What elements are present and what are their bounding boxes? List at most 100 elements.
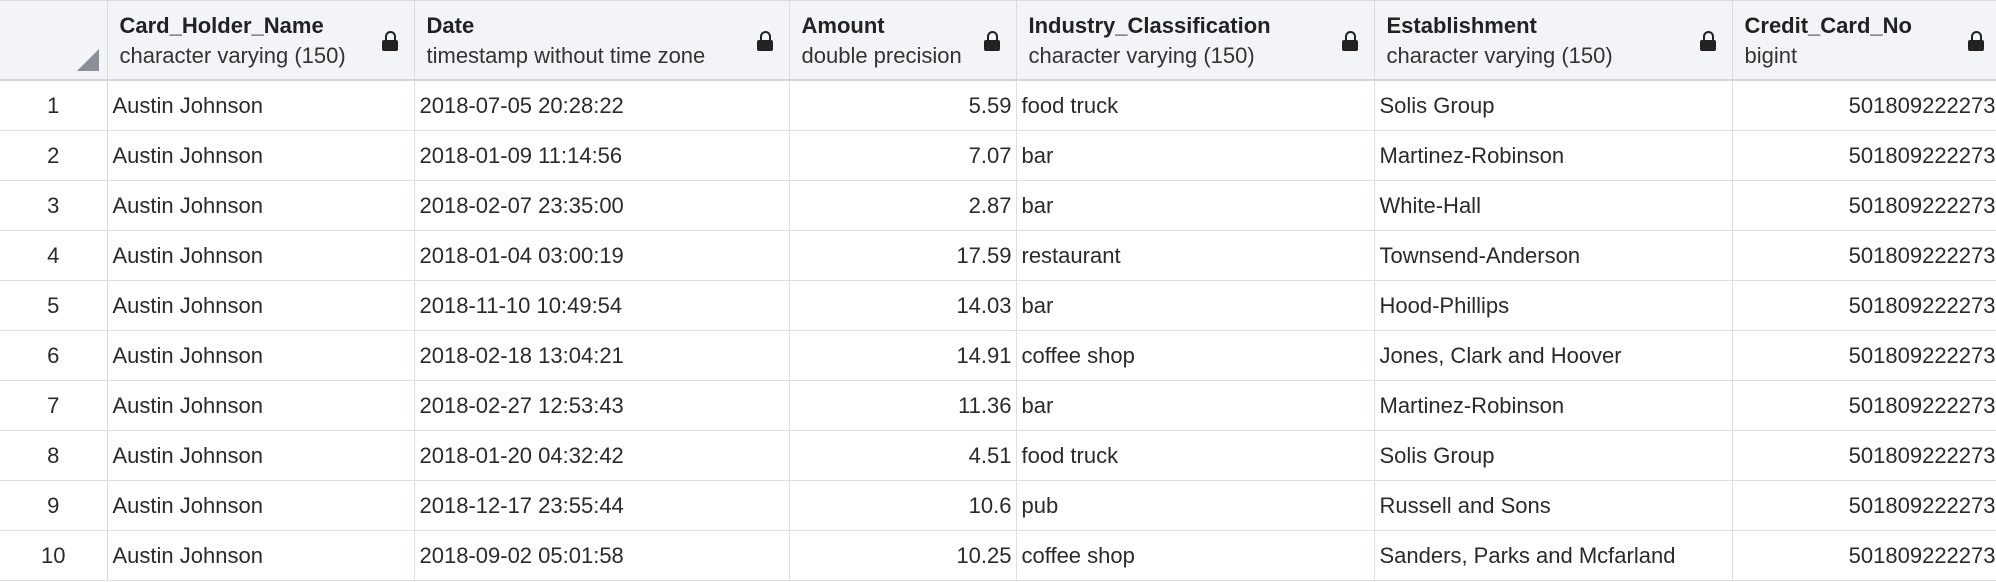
table-row[interactable]: 5 Austin Johnson 2018-11-10 10:49:54 14.… xyxy=(0,280,1996,331)
row-index[interactable]: 4 xyxy=(0,230,108,281)
row-index[interactable]: 3 xyxy=(0,180,108,231)
cell-amount[interactable]: 11.36 xyxy=(789,380,1017,431)
lock-icon xyxy=(1699,31,1716,51)
cell-card-holder-name[interactable]: Austin Johnson xyxy=(107,380,415,431)
cell-date[interactable]: 2018-12-17 23:55:44 xyxy=(414,480,790,531)
table-body: 1 Austin Johnson 2018-07-05 20:28:22 5.5… xyxy=(0,80,1996,581)
cell-credit-card-no[interactable]: 501809222273 xyxy=(1732,280,1996,331)
cell-amount[interactable]: 4.51 xyxy=(789,430,1017,481)
table-row[interactable]: 10 Austin Johnson 2018-09-02 05:01:58 10… xyxy=(0,530,1996,581)
table-row[interactable]: 2 Austin Johnson 2018-01-09 11:14:56 7.0… xyxy=(0,130,1996,181)
cell-date[interactable]: 2018-01-04 03:00:19 xyxy=(414,230,790,281)
corner-triangle-icon[interactable] xyxy=(76,49,99,71)
cell-credit-card-no[interactable]: 501809222273 xyxy=(1732,130,1996,181)
column-type: bigint xyxy=(1744,43,1798,68)
cell-card-holder-name[interactable]: Austin Johnson xyxy=(107,180,415,231)
cell-industry-classification[interactable]: bar xyxy=(1016,180,1375,231)
cell-credit-card-no[interactable]: 501809222273 xyxy=(1732,180,1996,231)
select-all-corner[interactable] xyxy=(0,0,108,81)
cell-amount[interactable]: 10.6 xyxy=(789,480,1017,531)
column-name: Card_Holder_Name xyxy=(119,13,324,38)
column-name: Establishment xyxy=(1386,13,1537,38)
column-header-credit-card-no[interactable]: Credit_Card_No bigint xyxy=(1732,0,1996,81)
cell-establishment[interactable]: Solis Group xyxy=(1374,80,1733,131)
column-header-industry-classification[interactable]: Industry_Classification character varyin… xyxy=(1016,0,1375,81)
cell-card-holder-name[interactable]: Austin Johnson xyxy=(107,430,415,481)
cell-amount[interactable]: 14.91 xyxy=(789,330,1017,381)
cell-establishment[interactable]: Martinez-Robinson xyxy=(1374,130,1733,181)
cell-establishment[interactable]: Hood-Phillips xyxy=(1374,280,1733,331)
cell-establishment[interactable]: Solis Group xyxy=(1374,430,1733,481)
row-index[interactable]: 6 xyxy=(0,330,108,381)
cell-industry-classification[interactable]: food truck xyxy=(1016,430,1375,481)
row-index[interactable]: 1 xyxy=(0,80,108,131)
cell-date[interactable]: 2018-01-09 11:14:56 xyxy=(414,130,790,181)
row-index[interactable]: 7 xyxy=(0,380,108,431)
cell-date[interactable]: 2018-09-02 05:01:58 xyxy=(414,530,790,581)
cell-card-holder-name[interactable]: Austin Johnson xyxy=(107,80,415,131)
cell-amount[interactable]: 5.59 xyxy=(789,80,1017,131)
table-row[interactable]: 1 Austin Johnson 2018-07-05 20:28:22 5.5… xyxy=(0,80,1996,131)
cell-amount[interactable]: 7.07 xyxy=(789,130,1017,181)
column-type: character varying (150) xyxy=(1386,43,1613,68)
column-header-card-holder-name[interactable]: Card_Holder_Name character varying (150) xyxy=(107,0,415,81)
cell-credit-card-no[interactable]: 501809222273 xyxy=(1732,330,1996,381)
cell-card-holder-name[interactable]: Austin Johnson xyxy=(107,130,415,181)
column-name: Industry_Classification xyxy=(1028,13,1271,38)
cell-industry-classification[interactable]: restaurant xyxy=(1016,230,1375,281)
table-row[interactable]: 4 Austin Johnson 2018-01-04 03:00:19 17.… xyxy=(0,230,1996,281)
cell-credit-card-no[interactable]: 501809222273 xyxy=(1732,530,1996,581)
cell-date[interactable]: 2018-02-27 12:53:43 xyxy=(414,380,790,431)
column-header-amount[interactable]: Amount double precision xyxy=(789,0,1017,81)
cell-amount[interactable]: 10.25 xyxy=(789,530,1017,581)
cell-card-holder-name[interactable]: Austin Johnson xyxy=(107,530,415,581)
cell-establishment[interactable]: Martinez-Robinson xyxy=(1374,380,1733,431)
cell-credit-card-no[interactable]: 501809222273 xyxy=(1732,480,1996,531)
cell-credit-card-no[interactable]: 501809222273 xyxy=(1732,230,1996,281)
row-index[interactable]: 2 xyxy=(0,130,108,181)
table-row[interactable]: 6 Austin Johnson 2018-02-18 13:04:21 14.… xyxy=(0,330,1996,381)
cell-date[interactable]: 2018-01-20 04:32:42 xyxy=(414,430,790,481)
column-header-date[interactable]: Date timestamp without time zone xyxy=(414,0,790,81)
lock-icon xyxy=(381,31,398,51)
cell-card-holder-name[interactable]: Austin Johnson xyxy=(107,230,415,281)
cell-card-holder-name[interactable]: Austin Johnson xyxy=(107,480,415,531)
cell-industry-classification[interactable]: bar xyxy=(1016,280,1375,331)
cell-amount[interactable]: 2.87 xyxy=(789,180,1017,231)
cell-credit-card-no[interactable]: 501809222273 xyxy=(1732,380,1996,431)
cell-amount[interactable]: 14.03 xyxy=(789,280,1017,331)
cell-card-holder-name[interactable]: Austin Johnson xyxy=(107,280,415,331)
row-index[interactable]: 5 xyxy=(0,280,108,331)
cell-industry-classification[interactable]: coffee shop xyxy=(1016,530,1375,581)
row-index[interactable]: 9 xyxy=(0,480,108,531)
table-row[interactable]: 9 Austin Johnson 2018-12-17 23:55:44 10.… xyxy=(0,480,1996,531)
cell-date[interactable]: 2018-02-07 23:35:00 xyxy=(414,180,790,231)
cell-establishment[interactable]: White-Hall xyxy=(1374,180,1733,231)
cell-establishment[interactable]: Sanders, Parks and Mcfarland xyxy=(1374,530,1733,581)
cell-date[interactable]: 2018-07-05 20:28:22 xyxy=(414,80,790,131)
table-row[interactable]: 8 Austin Johnson 2018-01-20 04:32:42 4.5… xyxy=(0,430,1996,481)
cell-establishment[interactable]: Russell and Sons xyxy=(1374,480,1733,531)
column-name: Credit_Card_No xyxy=(1744,13,1912,38)
cell-date[interactable]: 2018-02-18 13:04:21 xyxy=(414,330,790,381)
cell-industry-classification[interactable]: coffee shop xyxy=(1016,330,1375,381)
cell-credit-card-no[interactable]: 501809222273 xyxy=(1732,80,1996,131)
cell-industry-classification[interactable]: bar xyxy=(1016,130,1375,181)
cell-industry-classification[interactable]: food truck xyxy=(1016,80,1375,131)
cell-credit-card-no[interactable]: 501809222273 xyxy=(1732,430,1996,481)
cell-industry-classification[interactable]: pub xyxy=(1016,480,1375,531)
cell-amount[interactable]: 17.59 xyxy=(789,230,1017,281)
row-index[interactable]: 10 xyxy=(0,530,108,581)
table-row[interactable]: 3 Austin Johnson 2018-02-07 23:35:00 2.8… xyxy=(0,180,1996,231)
column-type: character varying (150) xyxy=(119,43,346,68)
cell-industry-classification[interactable]: bar xyxy=(1016,380,1375,431)
cell-card-holder-name[interactable]: Austin Johnson xyxy=(107,330,415,381)
cell-date[interactable]: 2018-11-10 10:49:54 xyxy=(414,280,790,331)
cell-establishment[interactable]: Townsend-Anderson xyxy=(1374,230,1733,281)
column-name: Date xyxy=(426,13,475,38)
table-row[interactable]: 7 Austin Johnson 2018-02-27 12:53:43 11.… xyxy=(0,380,1996,431)
cell-establishment[interactable]: Jones, Clark and Hoover xyxy=(1374,330,1733,381)
row-index[interactable]: 8 xyxy=(0,430,108,481)
column-header-establishment[interactable]: Establishment character varying (150) xyxy=(1374,0,1733,81)
